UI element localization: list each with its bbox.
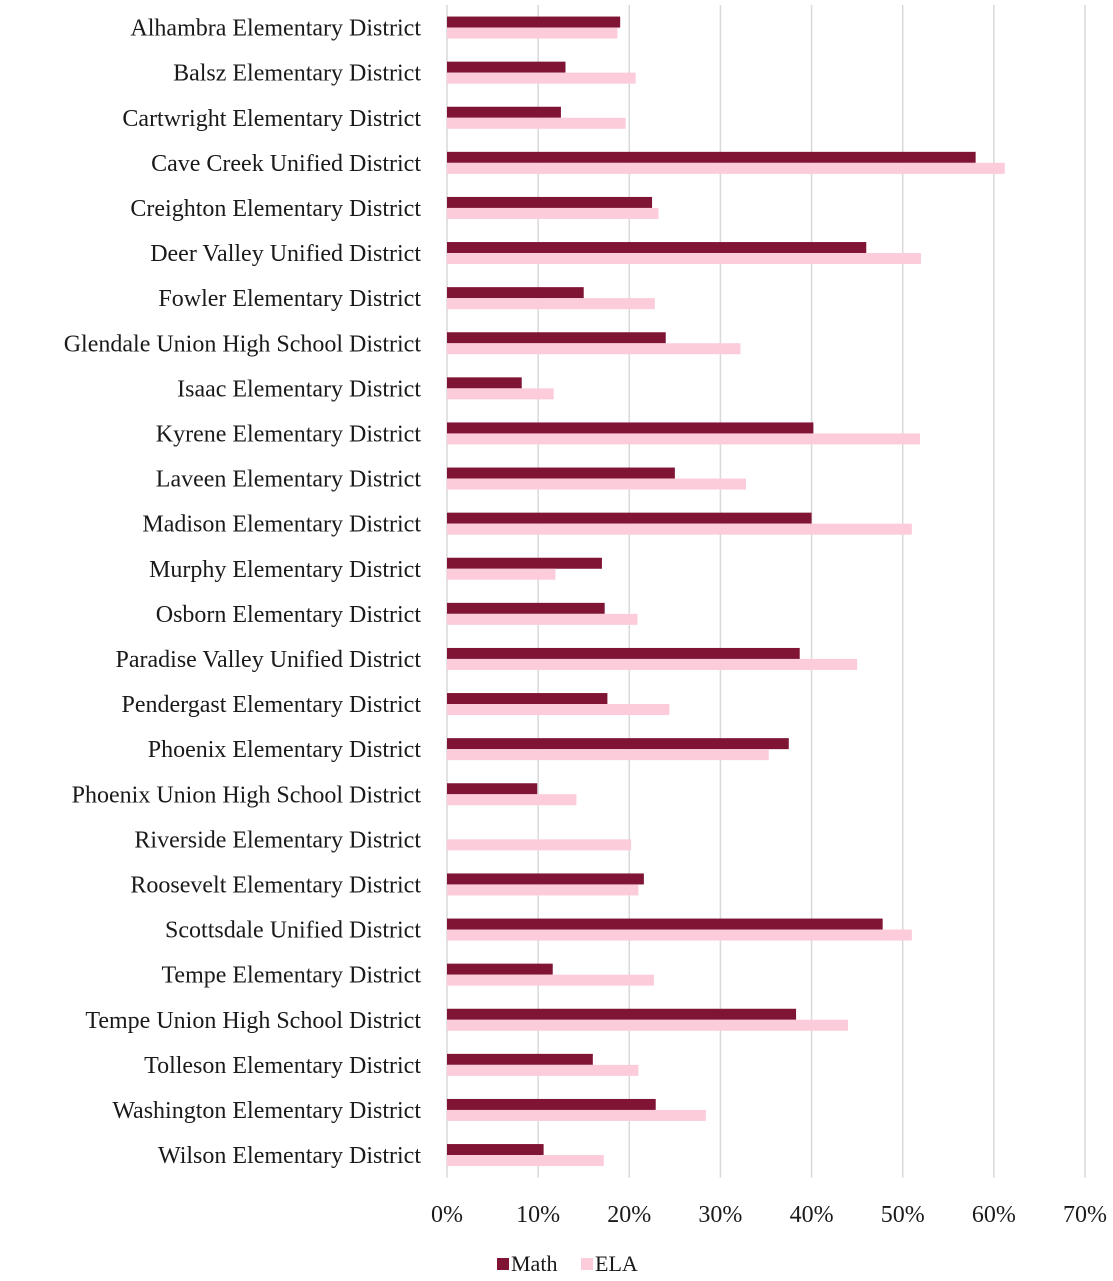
ela-legend-label: ELA: [595, 1251, 638, 1276]
math-bar: [447, 693, 608, 705]
category-labels: Alhambra Elementary District Balsz Elemen…: [64, 16, 422, 1170]
category-label: Paradise Valley Unified District: [116, 647, 422, 673]
math-bar: [447, 61, 566, 73]
math-bar: [447, 377, 522, 389]
math-bar: [447, 16, 621, 28]
gridlines: [446, 5, 1086, 1178]
ela-legend-swatch: [581, 1258, 593, 1270]
math-bar: [447, 196, 653, 208]
x-tick-label: 40%: [790, 1202, 834, 1228]
category-label: Roosevelt Elementary District: [130, 872, 421, 898]
category-label: Phoenix Elementary District: [148, 737, 422, 763]
math-bar: [447, 783, 538, 795]
math-bar: [447, 873, 644, 885]
x-tick-label: 50%: [881, 1202, 925, 1228]
ela-bar: [447, 27, 618, 39]
category-label: Tempe Union High School District: [85, 1008, 421, 1034]
bars: [447, 16, 1005, 1167]
ela-bar: [447, 298, 655, 310]
category-label: Tempe Elementary District: [161, 963, 421, 989]
category-label: Balsz Elementary District: [173, 61, 421, 87]
x-tick-label: 70%: [1063, 1202, 1107, 1228]
ela-bar: [447, 388, 554, 400]
math-bar: [447, 287, 584, 299]
ela-bar: [447, 117, 626, 129]
category-label: Cartwright Elementary District: [122, 106, 421, 132]
math-legend-swatch: [497, 1258, 509, 1270]
math-bar: [447, 1053, 593, 1065]
ela-bar: [447, 162, 1005, 174]
category-label: Glendale Union High School District: [64, 331, 422, 357]
ela-bar: [447, 974, 654, 986]
category-label: Murphy Elementary District: [149, 557, 421, 583]
category-label: Phoenix Union High School District: [72, 782, 422, 808]
ela-bar: [447, 207, 659, 219]
ela-bar: [447, 1155, 604, 1167]
ela-bar: [447, 1019, 849, 1031]
ela-bar: [447, 749, 769, 761]
ela-bar: [447, 704, 670, 716]
ela-bar: [447, 433, 921, 445]
category-label: Alhambra Elementary District: [130, 16, 421, 42]
x-tick-label: 0%: [431, 1202, 463, 1228]
ela-bar: [447, 839, 632, 851]
ela-bar: [447, 929, 912, 941]
ela-bar: [447, 478, 746, 490]
category-label: Fowler Elementary District: [158, 286, 421, 312]
category-label: Laveen Elementary District: [156, 467, 422, 493]
x-tick-label: 20%: [607, 1202, 651, 1228]
category-label: Pendergast Elementary District: [122, 692, 422, 718]
ela-bar: [447, 613, 638, 625]
legend: Math ELA: [497, 1251, 638, 1276]
math-bar: [447, 512, 812, 524]
category-label: Scottsdale Unified District: [165, 918, 421, 944]
math-bar: [447, 738, 789, 750]
category-label: Kyrene Elementary District: [156, 421, 422, 447]
x-axis-tick-labels: 0% 10% 20% 30% 40% 50% 60% 70%: [431, 1202, 1107, 1228]
ela-bar: [447, 72, 636, 84]
ela-bar: [447, 568, 556, 580]
x-tick-label: 30%: [698, 1202, 742, 1228]
ela-bar: [447, 253, 921, 265]
ela-bar: [447, 343, 741, 355]
ela-bar: [447, 884, 639, 896]
math-bar: [447, 1144, 544, 1156]
ela-bar: [447, 1064, 639, 1076]
math-bar: [447, 1098, 656, 1110]
category-label: Osborn Elementary District: [156, 602, 422, 628]
math-bar: [447, 918, 883, 930]
category-label: Madison Elementary District: [142, 512, 421, 538]
math-bar: [447, 602, 605, 614]
category-label: Washington Elementary District: [112, 1098, 421, 1124]
math-bar: [447, 647, 800, 659]
math-bar: [447, 332, 666, 344]
math-bar: [447, 106, 561, 118]
x-tick-label: 60%: [972, 1202, 1016, 1228]
category-label: Wilson Elementary District: [158, 1143, 421, 1169]
math-bar: [447, 467, 675, 479]
math-bar: [447, 963, 553, 975]
x-tick-label: 10%: [516, 1202, 560, 1228]
ela-bar: [447, 1109, 706, 1121]
math-legend-label: Math: [511, 1251, 557, 1276]
category-label: Riverside Elementary District: [134, 827, 421, 853]
math-bar: [447, 151, 976, 163]
category-label: Creighton Elementary District: [130, 196, 421, 222]
category-label: Cave Creek Unified District: [151, 151, 421, 177]
ela-bar: [447, 794, 577, 806]
category-label: Tolleson Elementary District: [144, 1053, 421, 1079]
math-bar: [447, 1008, 797, 1020]
category-label: Deer Valley Unified District: [150, 241, 421, 267]
ela-bar: [447, 658, 858, 670]
category-label: Isaac Elementary District: [177, 376, 421, 402]
math-bar: [447, 557, 602, 569]
math-bar: [447, 422, 814, 434]
math-bar: [447, 242, 867, 254]
ela-bar: [447, 523, 912, 535]
